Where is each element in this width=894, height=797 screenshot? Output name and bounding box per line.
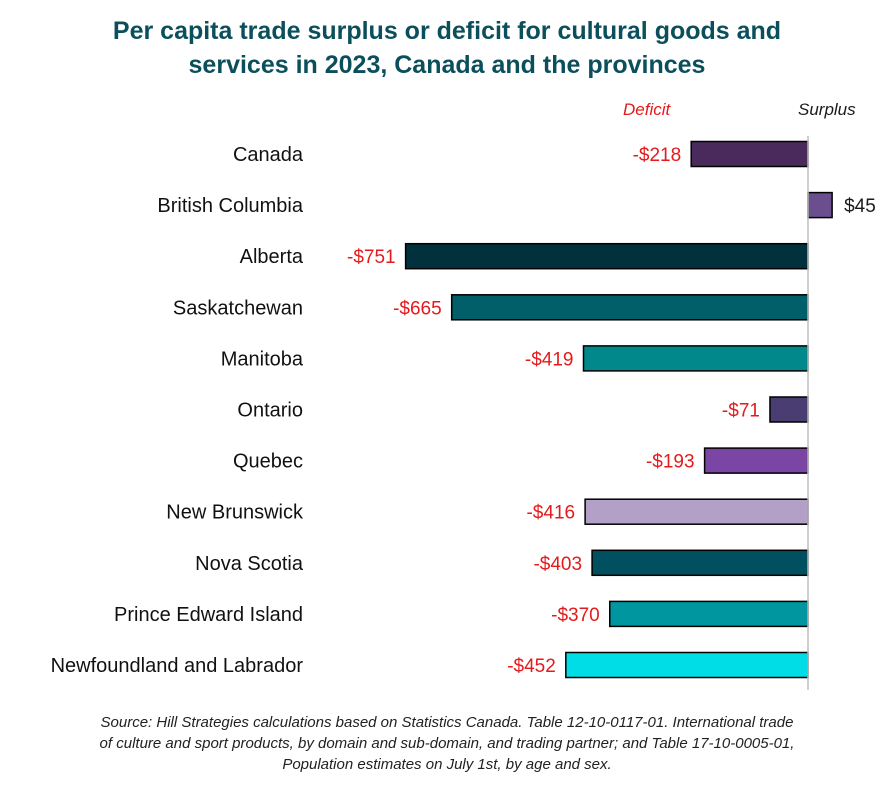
category-label: Ontario	[237, 400, 303, 422]
chart-title: Per capita trade surplus or deficit for …	[20, 14, 874, 82]
data-label: -$71	[722, 401, 760, 422]
data-label: -$370	[551, 605, 600, 626]
deficit-side-label: Deficit	[623, 100, 671, 119]
data-label: $45	[844, 196, 876, 217]
category-label: Newfoundland and Labrador	[51, 655, 304, 677]
data-label: -$751	[347, 247, 396, 268]
category-label: Alberta	[240, 246, 304, 268]
data-label: -$193	[646, 452, 695, 473]
bar	[703, 447, 809, 474]
source-note: Source: Hill Strategies calculations bas…	[40, 712, 854, 775]
category-label: Saskatchewan	[173, 297, 303, 319]
bar	[404, 242, 809, 270]
category-label: Nova Scotia	[195, 553, 304, 575]
bar	[609, 600, 809, 628]
data-label: -$416	[526, 503, 575, 524]
bar	[769, 396, 809, 423]
data-label: -$403	[533, 554, 582, 575]
data-label: -$218	[633, 145, 682, 166]
chart-title-line-2: services in 2023, Canada and the provinc…	[188, 51, 706, 79]
source-line-1: Source: Hill Strategies calculations bas…	[100, 714, 794, 731]
bar	[690, 140, 809, 168]
bar	[584, 498, 809, 525]
bar	[807, 191, 833, 219]
data-label: -$665	[393, 298, 442, 319]
surplus-side-label: Surplus	[798, 100, 856, 119]
data-label: -$452	[507, 656, 556, 677]
data-label: -$419	[525, 349, 574, 370]
bar	[591, 549, 809, 577]
category-label: British Columbia	[157, 195, 303, 217]
category-label: New Brunswick	[166, 502, 304, 524]
bar	[582, 345, 809, 372]
chart-title-line-1: Per capita trade surplus or deficit for …	[112, 17, 782, 45]
source-line-3: Population estimates on July 1st, by age…	[282, 756, 612, 773]
bar	[450, 294, 809, 321]
category-label: Prince Edward Island	[114, 604, 303, 626]
category-label: Manitoba	[221, 348, 304, 370]
category-label: Canada	[233, 144, 304, 166]
bar	[565, 651, 809, 679]
source-line-2: of culture and sport products, by domain…	[99, 735, 795, 752]
category-label: Quebec	[233, 451, 303, 473]
